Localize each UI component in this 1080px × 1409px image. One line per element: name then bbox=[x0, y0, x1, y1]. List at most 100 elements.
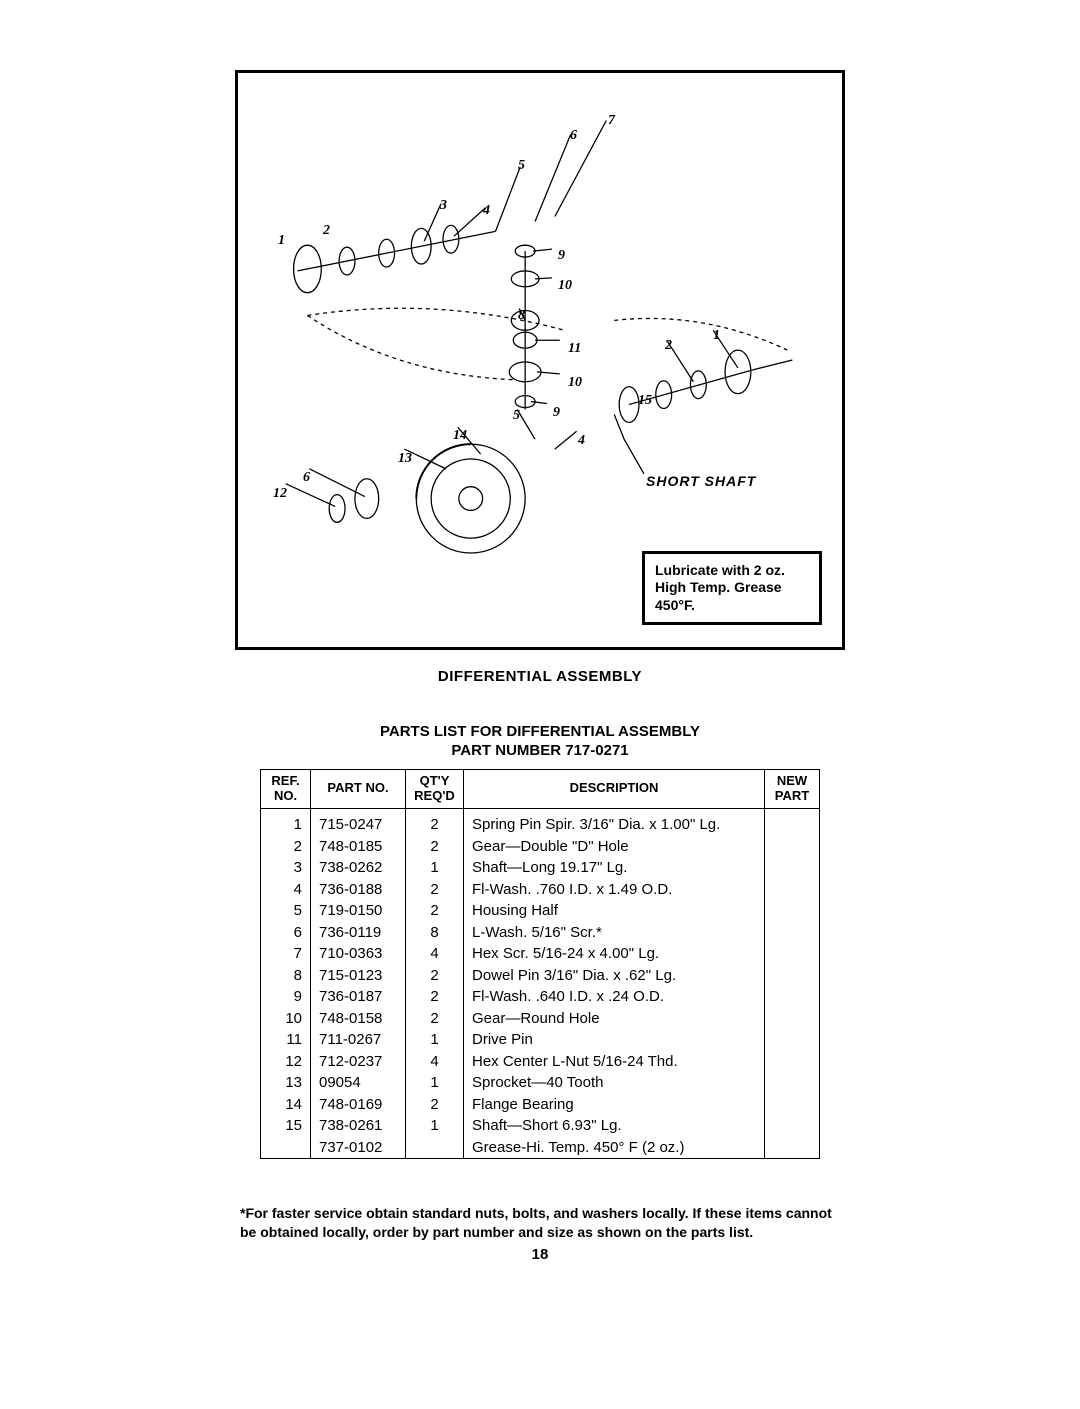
cell-ref: 2 bbox=[261, 836, 311, 858]
cell-new bbox=[765, 900, 820, 922]
parts-table-header-row: REF. NO. PART NO. QT'Y REQ'D DESCRIPTION… bbox=[261, 770, 820, 809]
cell-ref: 6 bbox=[261, 922, 311, 944]
table-row: 7710-03634Hex Scr. 5/16-24 x 4.00" Lg. bbox=[261, 943, 820, 965]
cell-part: 09054 bbox=[311, 1072, 406, 1094]
cell-part: 715-0247 bbox=[311, 814, 406, 836]
parts-list-header: PARTS LIST FOR DIFFERENTIAL ASSEMBLY bbox=[100, 723, 980, 740]
cell-ref: 15 bbox=[261, 1115, 311, 1137]
cell-part: 736-0188 bbox=[311, 879, 406, 901]
figure-ref-number: 4 bbox=[483, 203, 490, 219]
cell-part: 712-0237 bbox=[311, 1051, 406, 1073]
figure-ref-number: 5 bbox=[518, 158, 525, 174]
cell-qty: 2 bbox=[406, 879, 464, 901]
cell-new bbox=[765, 986, 820, 1008]
figure-ref-number: 5 bbox=[513, 408, 520, 424]
cell-qty: 1 bbox=[406, 1072, 464, 1094]
figure-ref-number: 11 bbox=[568, 341, 581, 357]
figure-ref-number: 8 bbox=[518, 308, 525, 324]
cell-new bbox=[765, 922, 820, 944]
cell-desc: Housing Half bbox=[464, 900, 765, 922]
table-row: 6736-01198L-Wash. 5/16" Scr.* bbox=[261, 922, 820, 944]
table-row: 737-0102 Grease-Hi. Temp. 450° F (2 oz.) bbox=[261, 1137, 820, 1159]
cell-part: 719-0150 bbox=[311, 900, 406, 922]
figure-ref-number: 1 bbox=[278, 233, 285, 249]
col-header-new: NEW PART bbox=[765, 770, 820, 809]
cell-desc: Gear—Double "D" Hole bbox=[464, 836, 765, 858]
cell-new bbox=[765, 1094, 820, 1116]
table-row: 1715-02472Spring Pin Spir. 3/16" Dia. x … bbox=[261, 814, 820, 836]
cell-ref: 3 bbox=[261, 857, 311, 879]
table-row: 14748-01692Flange Bearing bbox=[261, 1094, 820, 1116]
cell-part: 738-0261 bbox=[311, 1115, 406, 1137]
cell-desc: Shaft—Long 19.17" Lg. bbox=[464, 857, 765, 879]
cell-part: 748-0185 bbox=[311, 836, 406, 858]
cell-part: 715-0123 bbox=[311, 965, 406, 987]
cell-ref: 8 bbox=[261, 965, 311, 987]
cell-desc: Dowel Pin 3/16" Dia. x .62" Lg. bbox=[464, 965, 765, 987]
cell-qty: 2 bbox=[406, 986, 464, 1008]
table-row: 15738-02611Shaft—Short 6.93" Lg. bbox=[261, 1115, 820, 1137]
cell-desc: Fl-Wash. .760 I.D. x 1.49 O.D. bbox=[464, 879, 765, 901]
cell-ref: 1 bbox=[261, 814, 311, 836]
cell-qty: 2 bbox=[406, 1008, 464, 1030]
col-header-part: PART NO. bbox=[311, 770, 406, 809]
cell-desc: Hex Scr. 5/16-24 x 4.00" Lg. bbox=[464, 943, 765, 965]
cell-part: 736-0187 bbox=[311, 986, 406, 1008]
figure-ref-number: 1 bbox=[713, 328, 720, 344]
cell-qty: 2 bbox=[406, 965, 464, 987]
cell-new bbox=[765, 1029, 820, 1051]
parts-table: REF. NO. PART NO. QT'Y REQ'D DESCRIPTION… bbox=[260, 769, 820, 1159]
cell-qty: 1 bbox=[406, 1115, 464, 1137]
cell-qty: 1 bbox=[406, 857, 464, 879]
figure-ref-number: 2 bbox=[665, 338, 672, 354]
cell-new bbox=[765, 836, 820, 858]
table-row: 13090541Sprocket—40 Tooth bbox=[261, 1072, 820, 1094]
figure-ref-number: 3 bbox=[440, 198, 447, 214]
lubricate-callout: Lubricate with 2 oz. High Temp. Grease 4… bbox=[642, 551, 822, 626]
col-header-desc: DESCRIPTION bbox=[464, 770, 765, 809]
table-row: 5719-01502Housing Half bbox=[261, 900, 820, 922]
cell-desc: Spring Pin Spir. 3/16" Dia. x 1.00" Lg. bbox=[464, 814, 765, 836]
table-row: 9736-01872Fl-Wash. .640 I.D. x .24 O.D. bbox=[261, 986, 820, 1008]
cell-ref: 11 bbox=[261, 1029, 311, 1051]
cell-qty: 1 bbox=[406, 1029, 464, 1051]
cell-new bbox=[765, 1072, 820, 1094]
cell-part: 737-0102 bbox=[311, 1137, 406, 1159]
cell-desc: Grease-Hi. Temp. 450° F (2 oz.) bbox=[464, 1137, 765, 1159]
table-row: 3738-02621Shaft—Long 19.17" Lg. bbox=[261, 857, 820, 879]
page-number: 18 bbox=[100, 1246, 980, 1263]
cell-qty: 8 bbox=[406, 922, 464, 944]
cell-new bbox=[765, 857, 820, 879]
cell-ref: 5 bbox=[261, 900, 311, 922]
short-shaft-label: SHORT SHAFT bbox=[646, 473, 756, 489]
col-header-qty: QT'Y REQ'D bbox=[406, 770, 464, 809]
cell-new bbox=[765, 1137, 820, 1159]
table-row: 4736-01882Fl-Wash. .760 I.D. x 1.49 O.D. bbox=[261, 879, 820, 901]
cell-qty: 2 bbox=[406, 1094, 464, 1116]
cell-qty: 2 bbox=[406, 900, 464, 922]
cell-qty: 2 bbox=[406, 836, 464, 858]
figure-ref-number: 4 bbox=[578, 433, 585, 449]
figure-ref-number: 10 bbox=[558, 278, 572, 294]
cell-qty: 4 bbox=[406, 1051, 464, 1073]
cell-new bbox=[765, 879, 820, 901]
cell-qty: 2 bbox=[406, 814, 464, 836]
cell-ref: 12 bbox=[261, 1051, 311, 1073]
cell-desc: Drive Pin bbox=[464, 1029, 765, 1051]
cell-ref: 4 bbox=[261, 879, 311, 901]
cell-desc: L-Wash. 5/16" Scr.* bbox=[464, 922, 765, 944]
figure-ref-number: 15 bbox=[638, 393, 652, 409]
figure-ref-number: 9 bbox=[553, 405, 560, 421]
table-row: 8715-01232Dowel Pin 3/16" Dia. x .62" Lg… bbox=[261, 965, 820, 987]
cell-desc: Gear—Round Hole bbox=[464, 1008, 765, 1030]
cell-part: 738-0262 bbox=[311, 857, 406, 879]
page: 12345679108111095144132115612 SHORT SHAF… bbox=[0, 0, 1080, 1409]
figure-ref-number: 12 bbox=[273, 486, 287, 502]
cell-new bbox=[765, 1051, 820, 1073]
cell-part: 748-0158 bbox=[311, 1008, 406, 1030]
cell-new bbox=[765, 965, 820, 987]
cell-part: 736-0119 bbox=[311, 922, 406, 944]
figure-frame: 12345679108111095144132115612 SHORT SHAF… bbox=[235, 70, 845, 650]
cell-new bbox=[765, 1115, 820, 1137]
figure-ref-number: 9 bbox=[558, 248, 565, 264]
